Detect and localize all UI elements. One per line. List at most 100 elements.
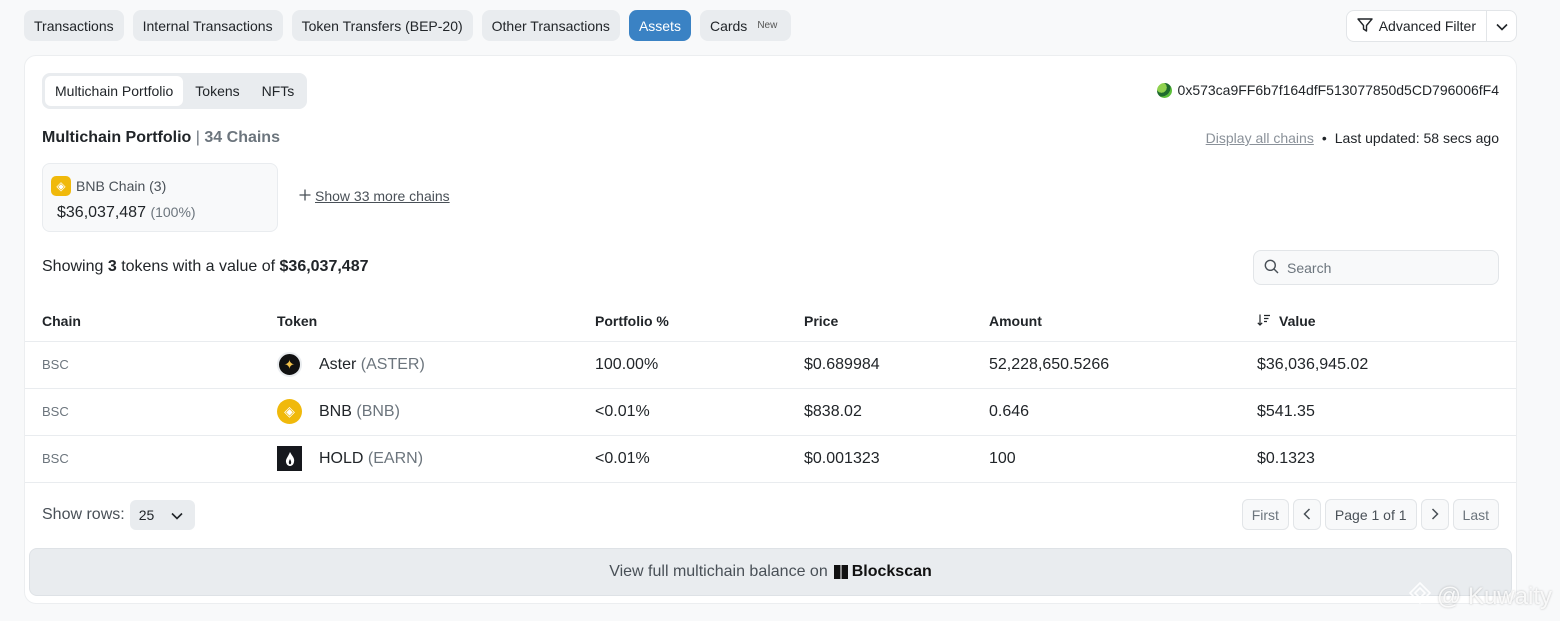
subtab-multichain-portfolio[interactable]: Multichain Portfolio [45, 76, 184, 106]
title-separator: | [195, 129, 200, 146]
last-updated-label: Last updated: [1334, 130, 1420, 146]
token-name-link[interactable]: Aster [319, 355, 357, 373]
subtab-label: Multichain Portfolio [55, 83, 174, 99]
token-search [1253, 250, 1499, 285]
assets-table: Chain Token Portfolio % Price Amount Val… [25, 301, 1516, 483]
show-rows: Show rows: 25 [42, 500, 195, 530]
filter-icon [1357, 17, 1373, 35]
header-price: Price [804, 301, 989, 342]
search-icon [1264, 259, 1279, 277]
cell-price: $838.02 [804, 388, 989, 436]
tab-token-transfers[interactable]: Token Transfers (BEP-20) [291, 10, 473, 41]
blockscan-banner[interactable]: View full multichain balance on Blocksca… [29, 548, 1512, 596]
next-page-button[interactable] [1420, 499, 1449, 530]
cell-token: ✦ Aster (ASTER) [277, 341, 595, 389]
watermark: @ Kuwaity [1408, 581, 1552, 611]
last-page-button[interactable]: Last [1452, 499, 1499, 530]
watermark-logo-icon [1408, 581, 1432, 611]
advanced-filter-label: Advanced Filter [1378, 18, 1476, 34]
advanced-filter: Advanced Filter [1345, 10, 1517, 42]
cell-amount: 100 [989, 435, 1257, 483]
advanced-filter-button[interactable]: Advanced Filter [1347, 11, 1486, 41]
aster-icon: ✦ [277, 352, 302, 377]
subtab-label: NFTs [261, 83, 295, 99]
tab-label: Token Transfers (BEP-20) [301, 17, 463, 34]
hold-icon [277, 446, 302, 471]
header-value-label: Value [1279, 312, 1316, 329]
tab-label: Other Transactions [491, 17, 610, 34]
new-badge: New [757, 20, 778, 31]
cell-portfolio: <0.01% [595, 435, 804, 483]
rows-per-page-value: 25 [138, 507, 155, 523]
rows-per-page-select[interactable]: 25 [129, 500, 195, 530]
page-info: Page 1 of 1 [1324, 499, 1417, 530]
tokens-summary: Showing 3 tokens with a value of $36,037… [42, 258, 369, 276]
header-chain: Chain [25, 301, 277, 342]
wallet-address: 0x573ca9FF6b7f164dfF513077850d5CD796006f… [1156, 82, 1499, 98]
summary-middle: tokens with a value of [121, 258, 276, 275]
cell-value: $0.1323 [1257, 435, 1516, 483]
table-row: BSC HOLD (EARN) <0.01% $0.001323 100 $0.… [25, 435, 1516, 483]
dot-separator: • [1321, 130, 1327, 146]
tab-internal-transactions[interactable]: Internal Transactions [132, 10, 283, 41]
table-header-row: Chain Token Portfolio % Price Amount Val… [25, 301, 1516, 342]
cell-price: $0.001323 [804, 435, 989, 483]
prev-page-button[interactable] [1292, 499, 1321, 530]
show-more-chains-link[interactable]: Show 33 more chains [299, 188, 450, 204]
summary-count: 3 [107, 258, 117, 275]
tab-other-transactions[interactable]: Other Transactions [481, 10, 620, 41]
cell-chain: BSC [25, 435, 277, 483]
token-name-link[interactable]: HOLD [319, 449, 364, 467]
header-token: Token [277, 301, 595, 342]
tab-label: Cards [709, 17, 748, 34]
table-row: BSC ◈ BNB (BNB) <0.01% $838.02 0.646 $54… [25, 388, 1516, 436]
first-page-button[interactable]: First [1241, 499, 1289, 530]
tab-transactions[interactable]: Transactions [24, 10, 124, 41]
cell-value: $36,036,945.02 [1257, 341, 1516, 389]
summary-prefix: Showing [42, 258, 104, 275]
header-amount: Amount [989, 301, 1257, 342]
sort-descending-icon[interactable] [1257, 314, 1271, 329]
address-avatar-icon [1156, 82, 1172, 98]
cell-token: HOLD (EARN) [277, 435, 595, 483]
show-rows-label: Show rows: [42, 506, 125, 523]
cell-token: ◈ BNB (BNB) [277, 388, 595, 436]
last-updated: Display all chains • Last updated: 58 se… [1206, 130, 1499, 146]
chevron-down-icon [171, 507, 183, 523]
chain-name: BNB Chain (3) [76, 178, 167, 194]
portfolio-subtabs: Multichain Portfolio Tokens NFTs [42, 73, 308, 109]
tab-assets[interactable]: Assets [628, 10, 691, 41]
chevron-down-icon [1495, 18, 1508, 34]
chain-percent: (100%) [150, 204, 196, 220]
assets-card: Multichain Portfolio Tokens NFTs 0x573ca… [24, 55, 1517, 604]
bnb-chain-icon: ◈ [51, 176, 71, 196]
advanced-filter-dropdown[interactable] [1486, 11, 1516, 41]
portfolio-title-text: Multichain Portfolio [42, 129, 192, 146]
header-value[interactable]: Value [1257, 301, 1516, 342]
search-input[interactable] [1287, 259, 1487, 276]
portfolio-title: Multichain Portfolio | 34 Chains [42, 129, 280, 147]
summary-total: $36,037,487 [279, 258, 369, 275]
header-portfolio: Portfolio % [595, 301, 804, 342]
tab-label: Assets [638, 17, 681, 34]
bnb-icon: ◈ [277, 399, 302, 424]
cell-chain: BSC [25, 388, 277, 436]
cell-portfolio: 100.00% [595, 341, 804, 389]
banner-brand: Blockscan [851, 563, 932, 580]
tab-cards[interactable]: Cards New [699, 10, 792, 41]
blockscan-logo-icon [833, 565, 848, 579]
token-name-link[interactable]: BNB [319, 402, 352, 420]
display-all-chains-link[interactable]: Display all chains [1205, 130, 1314, 146]
chains-count: 34 Chains [204, 129, 280, 146]
table-row: BSC ✦ Aster (ASTER) 100.00% $0.689984 52… [25, 341, 1516, 389]
chevron-left-icon [1303, 507, 1311, 523]
cell-value: $541.35 [1257, 388, 1516, 436]
address-text[interactable]: 0x573ca9FF6b7f164dfF513077850d5CD796006f… [1177, 82, 1499, 98]
subtab-nfts[interactable]: NFTs [252, 76, 305, 106]
banner-text: View full multichain balance on [609, 563, 828, 580]
tab-label: Internal Transactions [142, 17, 273, 34]
cell-chain: BSC [25, 341, 277, 389]
subtab-tokens[interactable]: Tokens [185, 76, 249, 106]
watermark-text: @ Kuwaity [1436, 582, 1552, 610]
chain-card-bnb[interactable]: ◈ BNB Chain (3) $36,037,487 (100%) [42, 163, 278, 232]
